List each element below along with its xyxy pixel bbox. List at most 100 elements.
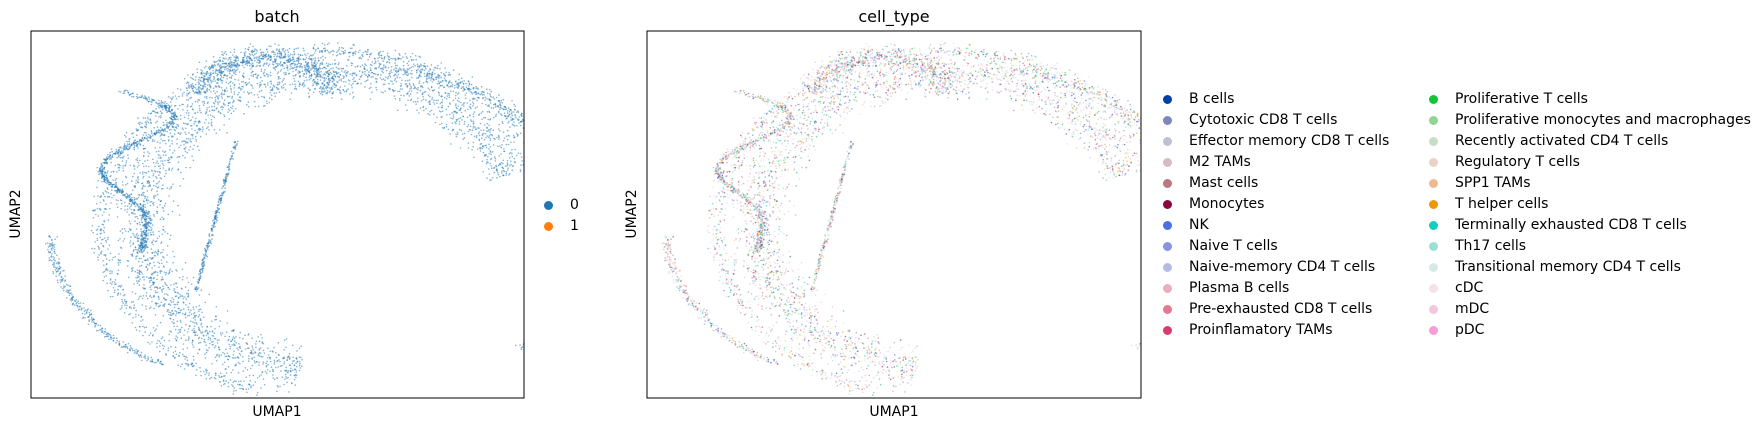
batch-point [269, 71, 272, 74]
batch-point [171, 142, 174, 145]
batch-point [242, 388, 245, 391]
batch-point [142, 185, 144, 188]
batch-point [261, 342, 264, 344]
batch-point [586, 260, 588, 262]
batch-point [403, 69, 406, 71]
batch-point [579, 185, 581, 187]
batch-point [244, 54, 246, 56]
batch-point [226, 132, 228, 134]
batch-point [137, 234, 140, 237]
batch-point [206, 330, 208, 332]
batch-point [344, 52, 346, 54]
batch-point [509, 126, 511, 128]
batch-point [431, 71, 434, 73]
batch-point [134, 236, 136, 238]
batch-point [246, 391, 248, 394]
batch-point [256, 77, 259, 79]
batch-point [462, 85, 465, 88]
batch-point [239, 347, 242, 350]
batch-point [170, 156, 172, 158]
batch-point [464, 94, 467, 96]
batch-point [262, 51, 265, 54]
batch-point [125, 300, 128, 303]
batch-point [140, 257, 142, 260]
batch-point [140, 219, 143, 221]
batch-point [577, 282, 579, 284]
batch-point [271, 87, 274, 89]
batch-point [332, 54, 334, 56]
batch-point [150, 200, 153, 203]
batch-point [207, 81, 210, 83]
batch-point [367, 51, 369, 53]
batch-point [377, 66, 380, 69]
batch-point [136, 145, 138, 147]
batch-point [558, 308, 560, 310]
batch-point [210, 121, 213, 124]
batch-point [122, 288, 124, 291]
batch-point [148, 334, 151, 337]
batch-point [344, 85, 346, 87]
batch-point [337, 63, 340, 66]
batch-point [388, 87, 390, 90]
batch-point [334, 59, 336, 61]
batch-point [433, 99, 435, 101]
batch-point [513, 103, 515, 106]
batch-point [246, 368, 249, 371]
batch-point [234, 344, 236, 347]
batch-point [439, 68, 441, 70]
batch-point [417, 65, 419, 68]
batch-point [128, 140, 130, 143]
batch-point [195, 140, 198, 142]
batch-point [231, 69, 234, 71]
batch-point [245, 83, 248, 86]
batch-point [239, 96, 242, 99]
batch-point [583, 252, 585, 254]
batch-point [308, 78, 311, 81]
batch-point [199, 331, 202, 333]
batch-point [133, 168, 136, 170]
batch-point [303, 84, 306, 86]
batch-point [233, 51, 236, 53]
batch-point [431, 96, 434, 99]
batch-point [349, 73, 352, 75]
batch-point [470, 83, 473, 86]
batch-point [198, 107, 201, 110]
batch-point [195, 306, 198, 308]
batch-point [213, 128, 216, 131]
batch-point [198, 91, 201, 93]
batch-point [208, 106, 210, 108]
batch-point [238, 83, 241, 85]
batch-point [335, 73, 338, 75]
batch-point [383, 83, 386, 86]
batch-point [159, 304, 161, 307]
batch-point [582, 279, 584, 281]
batch-point [105, 239, 107, 242]
batch-point [500, 146, 503, 149]
batch-point [456, 131, 459, 134]
batch-point [254, 56, 256, 59]
batch-point [324, 79, 326, 81]
batch-point [149, 231, 152, 234]
batch-point [189, 166, 192, 169]
batch-point [107, 219, 110, 221]
batch-point [192, 148, 194, 150]
batch-point [342, 75, 345, 77]
batch-point [254, 53, 256, 56]
batch-point [543, 134, 545, 136]
batch-point [135, 228, 138, 230]
batch-point [206, 89, 209, 91]
batch-point [510, 112, 513, 115]
batch-point [527, 123, 529, 125]
batch-point [371, 64, 373, 67]
batch-point [361, 53, 363, 56]
batch-point [183, 140, 186, 142]
batch-point [222, 54, 224, 56]
batch-point [208, 110, 211, 112]
batch-point [159, 167, 161, 170]
batch-point [305, 68, 308, 71]
batch-point [188, 149, 190, 151]
batch-point [254, 361, 256, 364]
batch-point [270, 89, 272, 91]
batch-point [120, 147, 122, 149]
batch-point [588, 222, 590, 224]
